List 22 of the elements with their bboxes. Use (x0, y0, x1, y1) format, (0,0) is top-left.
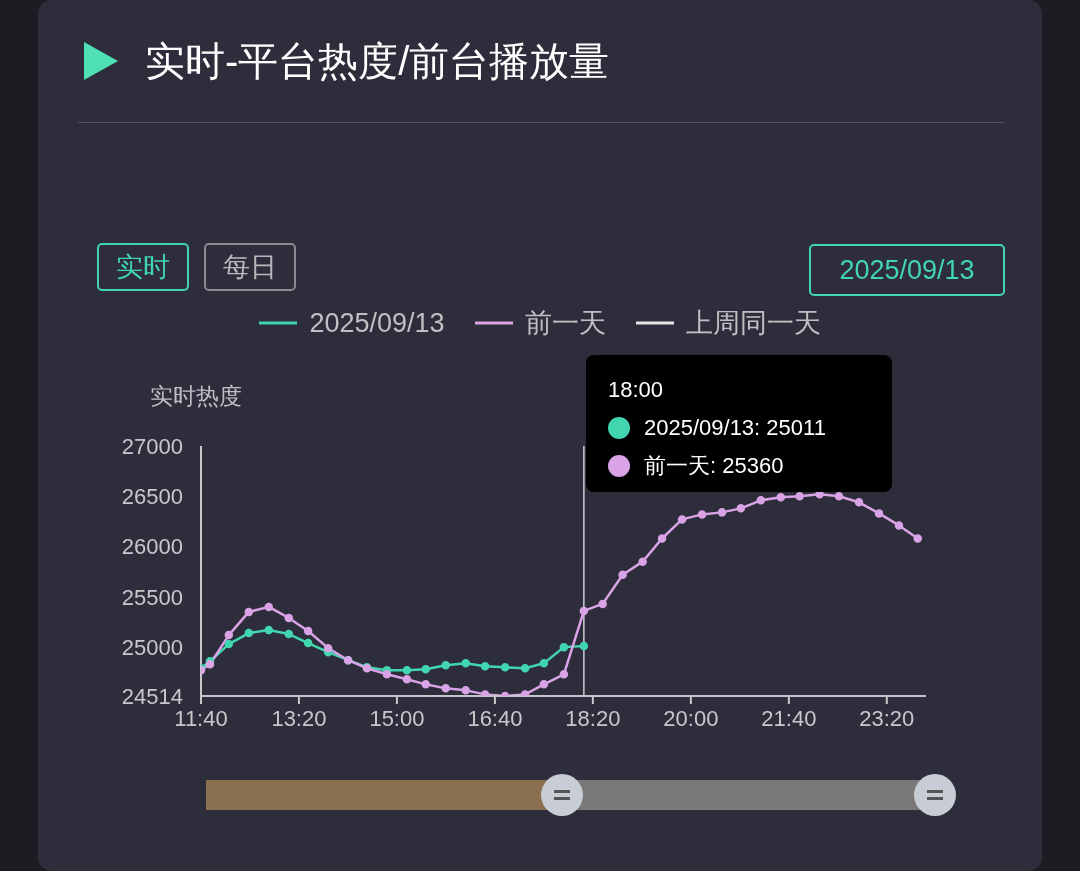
text: 实时 (97, 243, 189, 291)
y-tick-label: 25000 (121, 634, 183, 660)
legend-label: 上周同一天 (685, 307, 821, 340)
legend-label: 2025/09/13 (309, 307, 445, 339)
y-tick-label: 25500 (121, 584, 183, 610)
tooltip-box: 18:00 2025/09/13: 25011 前一天: 25360 (586, 355, 892, 492)
x-tick-label: 15:00 (369, 705, 425, 731)
x-tick-label: 23:20 (859, 705, 915, 731)
y-axis-title: 实时热度 (150, 382, 242, 411)
text: 每日 (204, 243, 296, 291)
annotation: 前一天: 25360 (644, 452, 784, 480)
y-tick-label: 27000 (121, 433, 183, 459)
x-tick-label: 18:20 (565, 705, 621, 731)
legend-label: 前一天 (524, 307, 606, 340)
x-tick-label: 20:00 (663, 705, 719, 731)
x-tick-label: 13:20 (271, 705, 327, 731)
text: 2025/09/13 (809, 244, 1005, 296)
x-tick-label: 21:40 (761, 705, 817, 731)
chart-title: 实时-平台热度/前台播放量 (145, 38, 610, 85)
x-tick-label: 16:40 (467, 705, 523, 731)
y-tick-label: 26500 (121, 484, 183, 510)
y-tick-label: 26000 (121, 534, 183, 560)
